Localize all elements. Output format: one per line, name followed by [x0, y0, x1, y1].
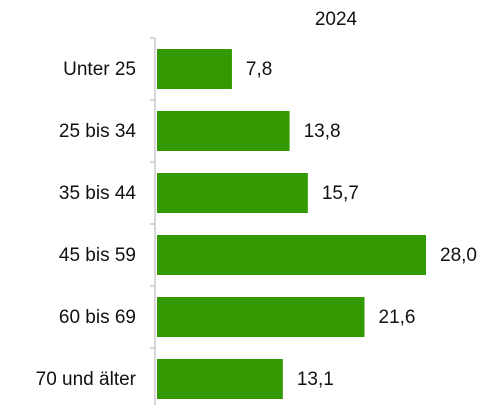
bar — [157, 235, 426, 275]
series-name: 2024 — [315, 9, 358, 30]
y-tick-label: 45 bis 59 — [59, 245, 136, 266]
bar — [157, 49, 232, 89]
bar — [157, 297, 365, 337]
bar — [157, 173, 308, 213]
data-label: 13,8 — [304, 121, 341, 142]
data-label: 28,0 — [440, 245, 477, 266]
data-label: 7,8 — [246, 59, 272, 80]
y-tick-label: 70 und älter — [36, 369, 137, 390]
data-label: 13,1 — [297, 369, 334, 390]
y-tick-label: 25 bis 34 — [59, 121, 137, 142]
y-tick-label: Unter 25 — [63, 59, 136, 80]
y-tick-label: 60 bis 69 — [59, 307, 136, 328]
bar — [157, 111, 290, 151]
data-label: 15,7 — [322, 183, 359, 204]
y-tick-label: 35 bis 44 — [59, 183, 137, 204]
bar — [157, 359, 283, 399]
data-label: 21,6 — [379, 307, 416, 328]
